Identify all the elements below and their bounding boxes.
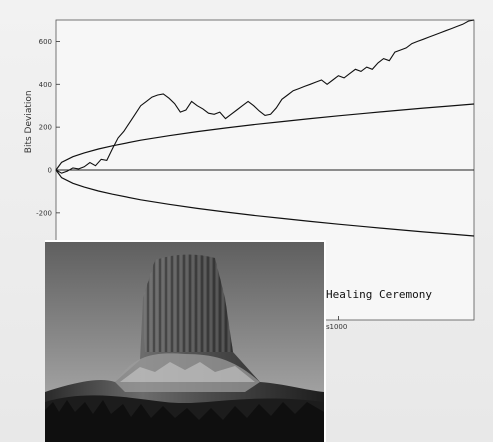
series-group: [55, 19, 475, 237]
y-axis-title: Bits Deviation: [24, 90, 34, 153]
y-tick-label: 0: [48, 167, 52, 175]
series-line-1: [55, 19, 475, 174]
devils-tower-photo: [45, 240, 326, 442]
y-tick-label: 400: [39, 81, 52, 89]
series-line-2: [55, 103, 475, 171]
chart-annotation: Healing Ceremony: [326, 288, 432, 301]
y-tick-label: 600: [39, 38, 52, 46]
x-axis-partial-label: s: [326, 323, 330, 331]
y-tick-label: 200: [39, 124, 52, 132]
series-line-3: [55, 169, 475, 237]
y-tick-label: -200: [36, 209, 52, 217]
x-tick-label: 1000: [330, 323, 348, 331]
